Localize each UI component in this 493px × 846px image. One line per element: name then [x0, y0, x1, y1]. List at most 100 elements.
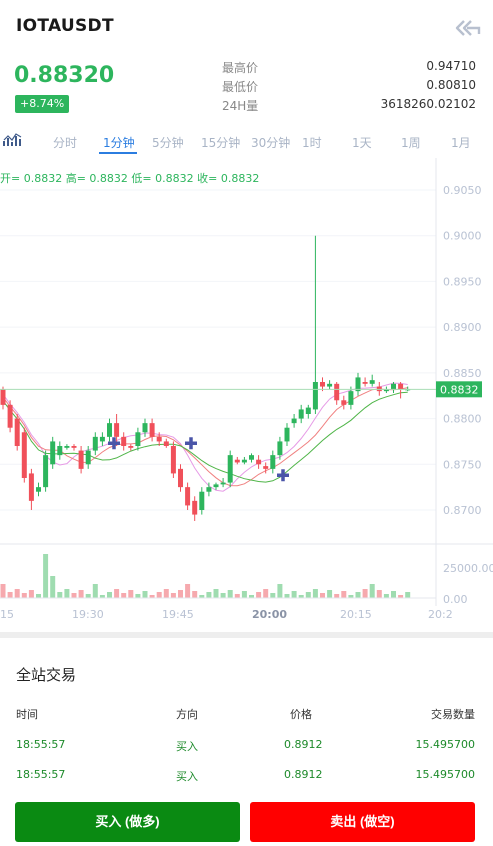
stat-low-value: 0.80810	[426, 78, 476, 92]
candle-body	[341, 400, 347, 405]
buy-long-button[interactable]: 买入 (做多)	[15, 802, 240, 842]
candle-body	[156, 436, 162, 442]
volume-bar	[263, 589, 269, 598]
candle-body	[234, 459, 240, 463]
candle-body	[43, 455, 49, 488]
price-tick-label: 0.8700	[443, 504, 482, 517]
time-tick-label: 19:45	[162, 608, 194, 621]
ma-line	[2, 387, 408, 487]
volume-bar	[28, 590, 34, 598]
tab-timeline[interactable]: 分时	[53, 136, 78, 150]
ohlc-close: 收= 0.8832	[197, 172, 260, 185]
stat-low-label: 最低价	[222, 80, 259, 94]
candle-body	[78, 450, 84, 469]
chart-type-icon[interactable]	[3, 132, 23, 148]
chart-grid	[0, 189, 436, 511]
trade-marker-icon	[185, 437, 197, 450]
volume-bar	[78, 590, 84, 598]
candle-body	[369, 380, 375, 384]
time-tick-label: 20:2	[428, 608, 453, 621]
interval-tabs: 分时 1分钟 5分钟 15分钟 30分钟 1时 1天 1周 1月	[0, 128, 493, 158]
tab-1week[interactable]: 1周	[401, 136, 421, 150]
candle-body	[362, 382, 368, 384]
volume-bar	[64, 589, 70, 598]
volume-tick-label: 25000.00	[443, 562, 493, 575]
pair-title: IOTAUSDT	[16, 16, 114, 36]
tab-5min[interactable]: 5分钟	[152, 136, 184, 150]
current-price-label: 0.8832	[440, 383, 479, 396]
volume-bar	[206, 592, 212, 598]
candle-body	[391, 383, 396, 390]
volume-bar	[135, 594, 141, 598]
time-tick-label: 19:30	[72, 608, 104, 621]
price-tick-label: 0.8850	[443, 367, 482, 380]
sell-short-button[interactable]: 卖出 (做空)	[250, 802, 475, 842]
trade-time: 18:55:57	[16, 768, 66, 781]
back-icon[interactable]	[455, 18, 481, 38]
tab-30min[interactable]: 30分钟	[251, 136, 291, 150]
candle-body	[256, 459, 262, 465]
volume-bar	[369, 584, 375, 598]
volume-bar	[383, 594, 389, 598]
volume-bar	[14, 589, 20, 598]
col-amount: 交易数量	[431, 708, 475, 721]
candle-body	[135, 432, 141, 446]
tab-15min[interactable]: 15分钟	[201, 136, 241, 150]
candle-body	[298, 409, 304, 419]
active-tab-indicator	[99, 152, 137, 154]
candle-body	[92, 436, 98, 451]
trade-price: 0.8912	[284, 768, 323, 781]
candles	[0, 235, 411, 521]
kline-chart[interactable]: 0.9050 0.9000 0.8950 0.8900 0.8850 0.8800 0.87…	[0, 158, 493, 628]
candle-body	[206, 487, 212, 492]
candle-body	[71, 446, 77, 448]
volume-bar	[376, 590, 382, 598]
volume-bar	[185, 584, 191, 598]
volume-bar	[391, 591, 396, 598]
volume-bar	[107, 592, 112, 598]
stat-high-label: 最高价	[222, 61, 259, 75]
candle-body	[99, 436, 105, 442]
volume-bar	[305, 592, 311, 598]
col-price: 价格	[290, 708, 312, 721]
trade-marker-icon	[277, 469, 289, 482]
candle-body	[199, 491, 205, 510]
candle-body	[249, 455, 254, 460]
candle-body	[263, 466, 269, 469]
volume-bar	[220, 593, 226, 598]
kline-svg[interactable]: 0.9050 0.9000 0.8950 0.8900 0.8850 0.8800 0.87…	[0, 158, 493, 628]
tab-1hour[interactable]: 1时	[302, 136, 322, 150]
candle-body	[36, 487, 41, 492]
candle-body	[398, 383, 404, 390]
volume-bar	[327, 590, 333, 598]
volume-bar	[0, 584, 6, 598]
price-tick-label: 0.8950	[443, 275, 482, 288]
volume-bar	[213, 589, 219, 598]
volume-bar	[149, 595, 155, 598]
candle-body	[213, 484, 219, 488]
volume-bar	[121, 593, 127, 598]
candle-body	[227, 455, 233, 483]
ticker-summary: 0.88320 +8.74% 最高价 0.94710 最低价 0.80810 2…	[0, 55, 493, 120]
time-tick-label: 20:00	[252, 608, 287, 621]
candle-body	[28, 473, 34, 501]
candle-body	[142, 423, 148, 433]
volume-bar	[170, 593, 176, 598]
col-side: 方向	[176, 708, 198, 721]
volume-bar	[57, 592, 63, 598]
tab-1month[interactable]: 1月	[451, 136, 471, 150]
volume-bar	[320, 593, 325, 598]
trade-side: 买入	[176, 740, 198, 753]
candle-body	[163, 441, 169, 446]
col-time: 时间	[16, 708, 38, 721]
volume-bar	[355, 592, 361, 598]
tab-1min[interactable]: 1分钟	[103, 136, 135, 150]
candle-body	[348, 391, 354, 405]
tab-1day[interactable]: 1天	[352, 136, 372, 150]
volume-bars	[0, 554, 411, 598]
volume-bar	[50, 576, 56, 598]
time-tick-label: 20:15	[340, 608, 372, 621]
ma-line	[2, 382, 408, 492]
volume-bar	[291, 591, 297, 598]
change-badge: +8.74%	[15, 95, 70, 113]
